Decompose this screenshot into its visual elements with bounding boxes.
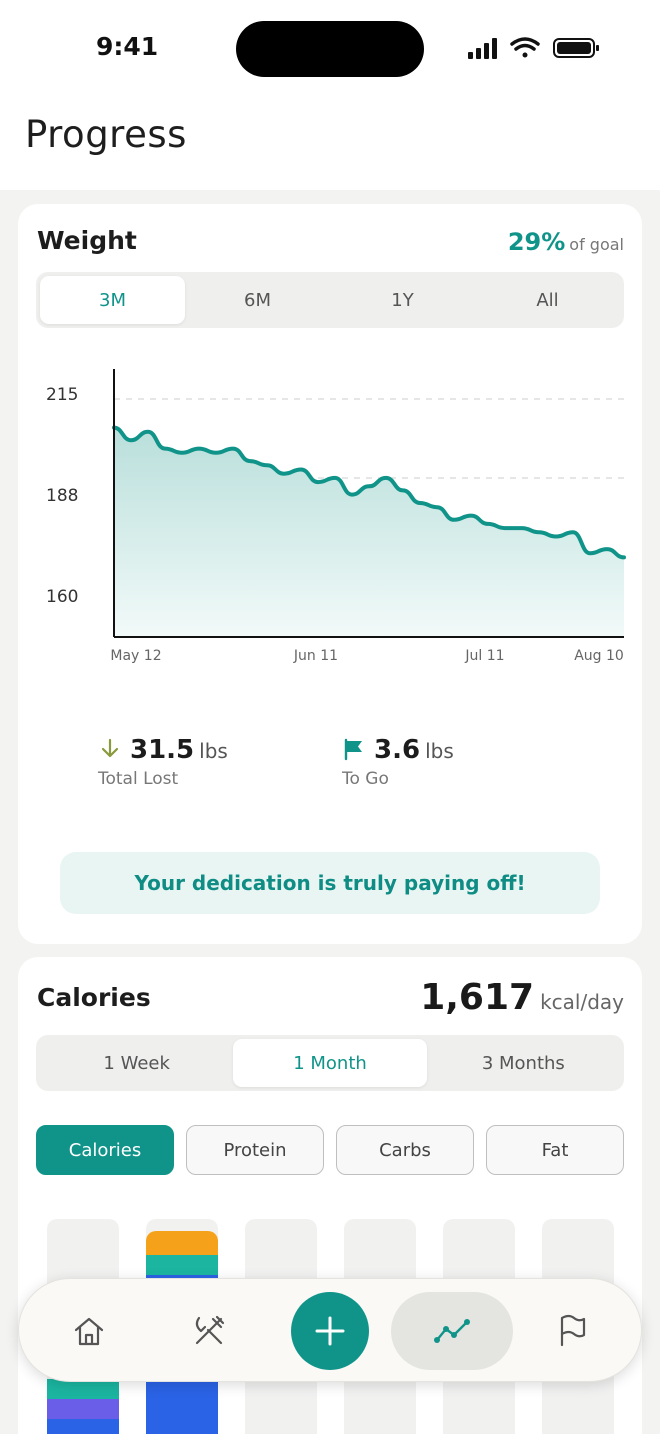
status-icons xyxy=(468,37,599,59)
bar-segment-purple xyxy=(47,1399,119,1419)
header: Progress xyxy=(0,100,660,190)
weight-range-selector: 3M 6M 1Y All xyxy=(36,272,624,328)
bar-segment-teal xyxy=(146,1255,218,1275)
total-lost-unit: lbs xyxy=(199,739,228,763)
total-lost-value: 31.5 xyxy=(130,735,195,765)
y-tick: 160 xyxy=(46,587,79,607)
nav-home[interactable] xyxy=(49,1291,129,1371)
metric-protein[interactable]: Protein xyxy=(186,1125,324,1175)
meals-icon xyxy=(195,1315,225,1345)
calories-average: 1,617 kcal/day xyxy=(420,977,624,1018)
home-icon xyxy=(74,1317,104,1346)
arrow-down-icon xyxy=(101,738,119,758)
weight-area xyxy=(114,427,624,637)
nav-add[interactable] xyxy=(291,1292,369,1370)
x-tick: Aug 10 xyxy=(574,648,624,664)
calories-title: Calories xyxy=(37,983,151,1012)
flag-icon xyxy=(344,738,362,761)
metric-calories[interactable]: Calories xyxy=(36,1125,174,1175)
to-go-stat: 3.6 lbs To Go xyxy=(342,734,454,789)
metric-selector: Calories Protein Carbs Fat xyxy=(36,1125,624,1175)
battery-icon xyxy=(553,38,599,58)
to-go-unit: lbs xyxy=(425,739,454,763)
to-go-label: To Go xyxy=(342,769,389,789)
goal-percent: 29% xyxy=(507,228,566,256)
metric-fat[interactable]: Fat xyxy=(486,1125,624,1175)
metric-carbs[interactable]: Carbs xyxy=(336,1125,474,1175)
range-all[interactable]: All xyxy=(536,289,559,311)
calories-value: 1,617 xyxy=(420,977,535,1018)
motivation-banner: Your dedication is truly paying off! xyxy=(60,852,600,914)
nav-goals[interactable] xyxy=(532,1291,612,1371)
range-1-month[interactable]: 1 Month xyxy=(233,1039,427,1087)
weight-chart: 215 188 160 May 12 Jun 11 Jul 11 Aug 10 xyxy=(18,349,642,679)
bottom-nav xyxy=(18,1278,642,1382)
goal-suffix: of goal xyxy=(569,235,624,254)
range-1-week[interactable]: 1 Week xyxy=(103,1052,170,1074)
y-tick: 188 xyxy=(46,486,79,506)
range-1y[interactable]: 1Y xyxy=(391,289,414,311)
bar-segment-teal xyxy=(47,1379,119,1399)
total-lost-stat: 31.5 lbs Total Lost xyxy=(98,734,228,789)
signal-icon xyxy=(468,38,497,59)
weight-line xyxy=(112,425,626,560)
total-lost-label: Total Lost xyxy=(98,769,179,789)
status-bar: 9:41 xyxy=(0,0,660,100)
wifi-icon xyxy=(510,37,540,58)
weight-card: Weight 29% of goal 3M 6M 1Y All 215 188 1… xyxy=(18,204,642,944)
range-3-months[interactable]: 3 Months xyxy=(481,1052,565,1074)
y-tick: 215 xyxy=(46,385,79,405)
progress-icon xyxy=(434,1319,470,1343)
nav-meals[interactable] xyxy=(169,1291,249,1371)
x-tick: Jun 11 xyxy=(293,648,339,664)
goal-progress: 29% of goal xyxy=(508,228,624,256)
page-title: Progress xyxy=(25,113,187,156)
x-tick: May 12 xyxy=(110,648,162,664)
nav-progress[interactable] xyxy=(391,1292,513,1370)
add-icon xyxy=(315,1316,345,1346)
dynamic-island xyxy=(236,21,424,77)
bar-segment-blue xyxy=(47,1419,119,1434)
weight-chart-plot xyxy=(112,369,626,638)
calories-unit: kcal/day xyxy=(540,990,624,1014)
to-go-value: 3.6 xyxy=(374,735,421,765)
goals-icon xyxy=(560,1314,586,1347)
weight-title: Weight xyxy=(37,226,137,255)
calories-range-selector: 1 Week 1 Month 3 Months xyxy=(36,1035,624,1091)
range-3m[interactable]: 3M xyxy=(40,276,185,324)
range-6m[interactable]: 6M xyxy=(244,289,271,311)
x-tick: Jul 11 xyxy=(465,648,505,664)
bar-segment-orange xyxy=(146,1231,218,1255)
status-time: 9:41 xyxy=(96,32,159,61)
